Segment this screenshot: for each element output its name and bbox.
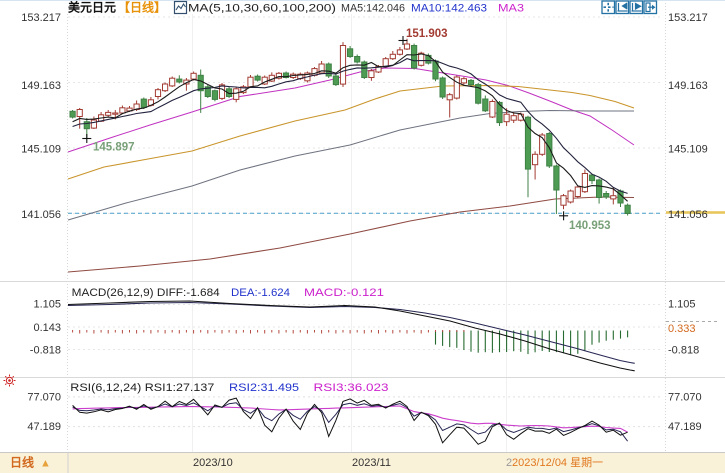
svg-text:美元日元: 美元日元 xyxy=(68,0,116,15)
svg-text:145.109: 145.109 xyxy=(668,144,708,156)
svg-text:151.903: 151.903 xyxy=(406,28,448,40)
svg-text:-0.818: -0.818 xyxy=(30,345,61,357)
svg-text:153.217: 153.217 xyxy=(668,12,708,24)
svg-text:MA3: MA3 xyxy=(498,3,524,15)
svg-text:140.953: 140.953 xyxy=(569,220,611,232)
svg-text:149.163: 149.163 xyxy=(668,80,708,92)
svg-text:47.189: 47.189 xyxy=(668,421,702,433)
svg-text:MA(5,10,30,60,100,200): MA(5,10,30,60,100,200) xyxy=(188,3,336,15)
svg-text:0.333: 0.333 xyxy=(668,323,696,335)
svg-text:▲: ▲ xyxy=(40,458,51,470)
svg-text:RSI2:31.495: RSI2:31.495 xyxy=(229,382,299,394)
svg-text:1.105: 1.105 xyxy=(668,299,696,311)
svg-text:DEA:-1.624: DEA:-1.624 xyxy=(231,287,290,299)
svg-text:145.897: 145.897 xyxy=(93,142,135,154)
svg-text:153.217: 153.217 xyxy=(21,12,61,24)
svg-text:MA10:142.463: MA10:142.463 xyxy=(411,3,487,15)
svg-text:MACD(26,12,9) DIFF:-1.684: MACD(26,12,9) DIFF:-1.684 xyxy=(72,287,220,299)
svg-text:RSI3:36.023: RSI3:36.023 xyxy=(314,382,389,394)
svg-text:145.109: 145.109 xyxy=(21,144,61,156)
svg-text:77.070: 77.070 xyxy=(27,392,61,404)
svg-text:77.070: 77.070 xyxy=(668,392,702,404)
svg-text:0.143: 0.143 xyxy=(33,322,61,334)
svg-text:日线: 日线 xyxy=(10,455,34,470)
svg-text:MACD:-0.121: MACD:-0.121 xyxy=(304,287,384,299)
svg-text:47.189: 47.189 xyxy=(27,421,61,433)
svg-text:2023/12/04 星期一: 2023/12/04 星期一 xyxy=(512,456,603,469)
svg-text:141.056: 141.056 xyxy=(21,209,61,221)
svg-text:149.163: 149.163 xyxy=(21,80,61,92)
svg-text:2023/11: 2023/11 xyxy=(352,457,391,469)
svg-text:【日线】: 【日线】 xyxy=(118,0,166,15)
svg-text:MA5:142.046: MA5:142.046 xyxy=(341,3,405,15)
svg-text:-0.818: -0.818 xyxy=(668,345,699,357)
svg-text:2023/10: 2023/10 xyxy=(193,457,233,469)
svg-text:RSI(6,12,24) RSI1:27.137: RSI(6,12,24) RSI1:27.137 xyxy=(70,382,214,394)
svg-text:2: 2 xyxy=(506,457,512,469)
svg-text:141.056: 141.056 xyxy=(668,209,708,221)
svg-text:1.105: 1.105 xyxy=(33,299,61,311)
